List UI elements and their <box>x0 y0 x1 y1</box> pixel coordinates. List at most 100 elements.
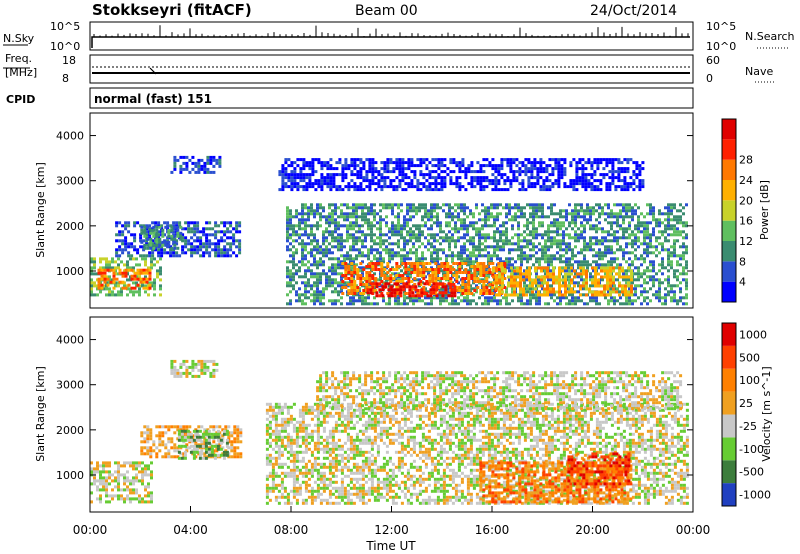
heatmap-cell <box>598 227 601 231</box>
heatmap-cell <box>505 239 508 243</box>
heatmap-cell <box>361 230 364 234</box>
heatmap-cell <box>304 296 307 300</box>
heatmap-cell <box>578 158 582 162</box>
heatmap-cell <box>547 278 550 282</box>
heatmap-cell <box>384 282 388 286</box>
heatmap-cell <box>545 176 549 180</box>
heatmap-cell <box>331 263 334 267</box>
heatmap-cell <box>673 254 676 258</box>
heatmap-cell <box>335 173 339 177</box>
heatmap-cell <box>535 206 538 210</box>
heatmap-cell <box>368 280 372 283</box>
heatmap-cell <box>155 237 159 241</box>
heatmap-cell <box>622 293 625 297</box>
heatmap-cell <box>111 290 114 294</box>
heatmap-cell <box>479 179 483 183</box>
heatmap-cell <box>628 206 631 210</box>
heatmap-cell <box>526 257 529 261</box>
heatmap-cell <box>485 277 489 280</box>
heatmap-cell <box>383 176 387 180</box>
heatmap-cell <box>393 291 397 295</box>
heatmap-cell <box>418 278 421 282</box>
heatmap-cell <box>397 203 400 207</box>
heatmap-cell <box>382 272 385 276</box>
heatmap-cell <box>467 167 471 171</box>
heatmap-cell <box>406 257 409 261</box>
heatmap-cell <box>598 302 601 306</box>
heatmap-cell <box>592 284 595 288</box>
heatmap-cell <box>406 296 409 300</box>
heatmap-cell <box>170 234 174 238</box>
heatmap-cell <box>337 248 340 252</box>
heatmap-cell <box>589 296 592 300</box>
heatmap-cell <box>529 242 532 246</box>
heatmap-cell <box>646 266 649 270</box>
heatmap-cell <box>499 224 502 228</box>
heatmap-cell <box>583 218 586 222</box>
heatmap-cell <box>349 215 352 219</box>
heatmap-cell <box>436 275 439 279</box>
heatmap-cell <box>679 272 682 276</box>
heatmap-cell <box>316 296 319 300</box>
heatmap-cell <box>340 284 343 288</box>
heatmap-cell <box>347 185 351 189</box>
heatmap-cell <box>682 254 685 258</box>
heatmap-cell <box>667 224 670 228</box>
heatmap-cell <box>540 269 543 273</box>
heatmap-cell <box>344 262 348 265</box>
heatmap-cell <box>404 176 408 180</box>
heatmap-cell <box>421 242 424 246</box>
heatmap-cell <box>540 275 543 279</box>
heatmap-cell <box>523 239 526 243</box>
heatmap-cell <box>361 218 364 222</box>
heatmap-cell <box>445 299 448 303</box>
heatmap-cell <box>482 274 486 277</box>
heatmap-cell <box>353 271 357 274</box>
heatmap-cell <box>347 265 351 268</box>
heatmap-cell <box>349 233 352 237</box>
heatmap-cell <box>396 288 400 292</box>
heatmap-cell <box>289 224 292 228</box>
heatmap-cell <box>658 221 661 225</box>
heatmap-cell <box>434 179 438 183</box>
heatmap-cell <box>508 251 511 255</box>
heatmap-cell <box>571 251 574 255</box>
heatmap-cell <box>517 227 520 231</box>
heatmap-cell <box>527 179 531 183</box>
heatmap-cell <box>581 185 585 189</box>
heatmap-cell <box>388 260 391 264</box>
heatmap-cell <box>463 206 466 210</box>
heatmap-cell <box>428 185 432 189</box>
heatmap-cell <box>334 221 337 225</box>
heatmap-cell <box>383 179 387 183</box>
heatmap-cell <box>281 173 285 177</box>
heatmap-cell <box>103 271 107 275</box>
heatmap-cell <box>536 170 540 174</box>
heatmap-cell <box>501 275 504 279</box>
heatmap-cell <box>422 289 426 292</box>
heatmap-cell <box>347 277 351 280</box>
heatmap-cell <box>622 254 625 258</box>
heatmap-cell <box>574 221 577 225</box>
heatmap-cell <box>293 185 297 189</box>
heatmap-cell <box>598 242 601 246</box>
heatmap-cell <box>505 296 508 300</box>
heatmap-cell <box>605 173 609 177</box>
heatmap-cell <box>588 290 591 294</box>
heatmap-cell <box>112 286 116 290</box>
heatmap-cell <box>526 266 529 270</box>
heatmap-cell <box>395 185 399 189</box>
heatmap-cell <box>625 236 628 240</box>
heatmap-cell <box>682 269 685 273</box>
heatmap-cell <box>607 239 610 243</box>
heatmap-cell <box>568 257 571 261</box>
heatmap-cell <box>322 263 325 267</box>
heatmap-cell <box>583 263 586 267</box>
heatmap-cell <box>670 263 673 267</box>
heatmap-cell <box>457 251 460 255</box>
heatmap-cell <box>302 185 306 189</box>
heatmap-cell <box>492 266 495 270</box>
heatmap-cell <box>445 233 448 237</box>
heatmap-cell <box>495 269 498 273</box>
heatmap-cell <box>143 225 147 229</box>
